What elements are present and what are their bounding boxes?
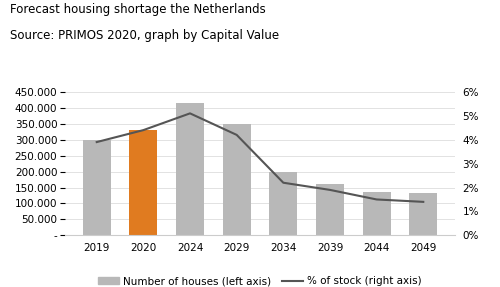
Bar (130, 130, 158, 235)
Bar (82, 140, 110, 235)
Text: Source: PRIMOS 2020, graph by Capital Value: Source: PRIMOS 2020, graph by Capital Va… (10, 29, 279, 42)
Bar (270, 172, 297, 235)
Bar (362, 192, 390, 235)
Bar (222, 124, 250, 235)
Text: Forecast housing shortage the Netherlands: Forecast housing shortage the Netherland… (10, 3, 266, 16)
Bar (410, 193, 438, 235)
Bar (316, 184, 344, 235)
Bar (176, 103, 204, 235)
Legend: Number of houses (left axis), % of stock (right axis): Number of houses (left axis), % of stock… (94, 272, 426, 287)
